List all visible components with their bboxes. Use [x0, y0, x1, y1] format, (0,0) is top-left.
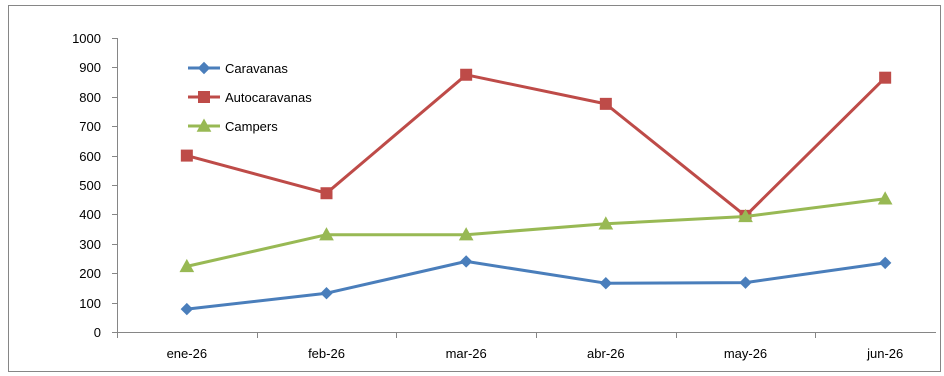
data-point	[599, 97, 612, 110]
chart-area-border	[8, 5, 941, 372]
legend-item: Autocaravanas	[188, 90, 312, 105]
data-point	[319, 227, 334, 241]
y-tick-label: 100	[79, 296, 101, 311]
series-line	[186, 259, 886, 311]
data-point	[878, 256, 892, 270]
data-point	[180, 302, 194, 316]
x-tick-label: mar-26	[446, 346, 487, 361]
legend-item: Caravanas	[188, 61, 288, 76]
y-tick-label: 0	[94, 325, 101, 340]
y-tick-label: 800	[79, 90, 101, 105]
legend-marker	[198, 91, 210, 103]
legend-label: Campers	[225, 119, 278, 134]
legend-marker	[196, 118, 212, 132]
data-point	[599, 276, 613, 290]
y-tick-label: 200	[79, 266, 101, 281]
y-tick-label: 400	[79, 207, 101, 222]
y-tick-label: 700	[79, 119, 101, 134]
x-tick-label: jun-26	[866, 346, 903, 361]
y-tick-label: 1000	[72, 31, 101, 46]
legend-label: Caravanas	[225, 61, 288, 76]
y-tick-label: 600	[79, 149, 101, 164]
legend-marker	[197, 61, 211, 75]
data-point	[738, 208, 753, 223]
data-point	[460, 68, 473, 81]
series-campers	[179, 191, 893, 273]
y-tick-label: 500	[79, 178, 101, 193]
data-point	[739, 276, 752, 289]
y-tick-label: 900	[79, 60, 101, 75]
series-line	[186, 73, 887, 218]
data-point	[458, 227, 474, 241]
series-line	[186, 197, 886, 268]
data-point	[320, 187, 333, 200]
data-point	[459, 255, 473, 268]
y-tick-label: 300	[79, 237, 101, 252]
x-tick-label: feb-26	[308, 346, 345, 361]
x-tick-label: abr-26	[587, 346, 625, 361]
series-autocaravanas	[180, 68, 892, 222]
data-point	[879, 71, 892, 84]
legend: Caravanas Autocaravanas Campers	[188, 61, 312, 134]
x-tick-label: may-26	[724, 346, 767, 361]
legend-label: Autocaravanas	[225, 90, 312, 105]
x-tick-label: ene-26	[167, 346, 207, 361]
data-point	[598, 216, 614, 230]
data-point	[180, 149, 193, 162]
data-point	[877, 191, 893, 205]
data-point	[320, 286, 333, 300]
data-point	[179, 258, 195, 273]
legend-item: Campers	[188, 118, 278, 134]
series-caravanas	[180, 255, 892, 316]
